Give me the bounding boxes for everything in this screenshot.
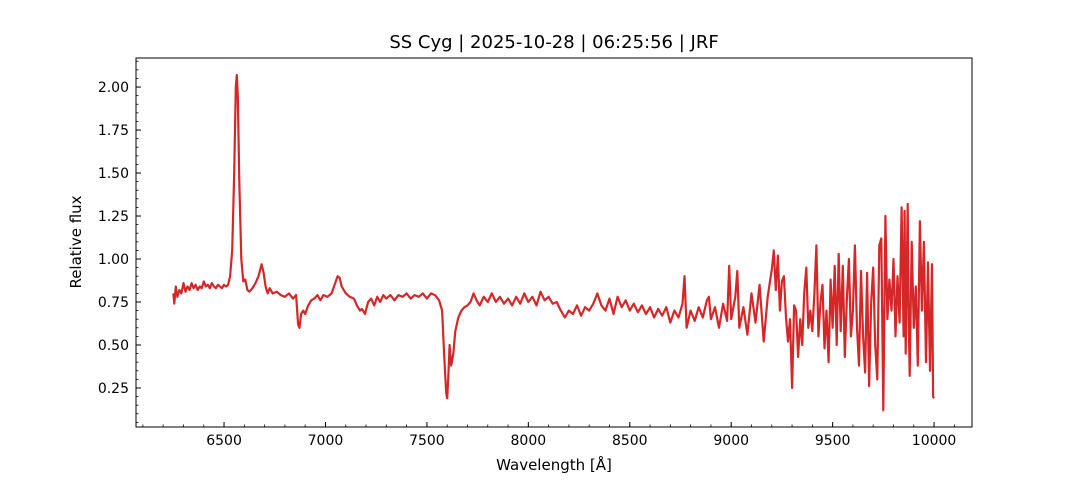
y-tick-label: 0.50 — [98, 338, 129, 354]
x-tick-label: 6500 — [206, 433, 242, 449]
y-tick-label: 1.00 — [98, 252, 129, 268]
x-tick-label: 8000 — [511, 433, 547, 449]
x-tick-label: 8500 — [612, 433, 648, 449]
x-tick-label: 9500 — [815, 433, 851, 449]
plot-frame — [135, 57, 973, 428]
y-tick-label: 1.50 — [98, 166, 129, 182]
y-tick-label: 1.75 — [98, 123, 129, 139]
y-axis-label: Relative flux — [67, 195, 85, 288]
chart-title: SS Cyg | 2025-10-28 | 06:25:56 | JRF — [389, 32, 718, 53]
x-tick-label: 7000 — [308, 433, 344, 449]
y-tick-label: 0.25 — [98, 381, 129, 397]
x-tick-label: 9000 — [713, 433, 749, 449]
x-tick-label: 7500 — [409, 433, 445, 449]
y-tick-label: 0.75 — [98, 295, 129, 311]
x-tick-label: 10000 — [912, 433, 957, 449]
y-tick-label: 2.00 — [98, 80, 129, 96]
spectrum-line — [172, 73, 936, 412]
y-tick-label: 1.25 — [98, 209, 129, 225]
x-axis-label: Wavelength [Å] — [496, 455, 612, 474]
